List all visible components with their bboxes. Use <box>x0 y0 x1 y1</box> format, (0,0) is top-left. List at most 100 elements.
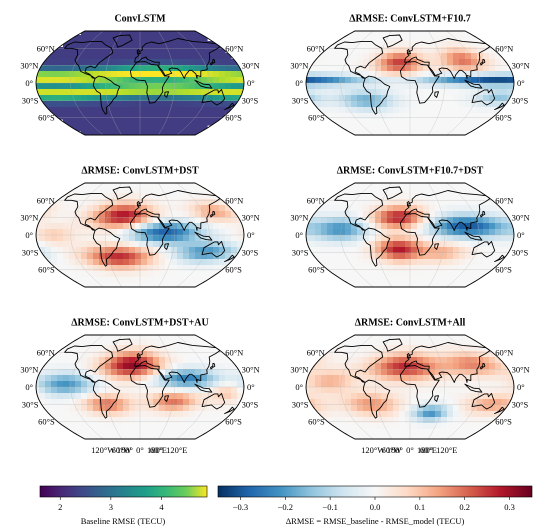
lat-label-right: 60°N <box>495 347 513 357</box>
lat-label-right: 60°S <box>495 113 512 123</box>
lon-label: 120°W <box>91 445 115 455</box>
coastline-australia <box>201 392 226 410</box>
lat-label-right: 30°S <box>242 399 259 409</box>
coastline-japan <box>480 210 486 218</box>
coastlines <box>64 34 235 115</box>
lat-label-right: 60°N <box>225 347 243 357</box>
coastline-new-zealand <box>224 406 235 415</box>
panel-delta-f107: ΔRMSE: ConvLSTM+F10.7 60°N 60°N 30°N 30°N 0°… <box>290 13 530 136</box>
robinson-map: 60°N 60°N30°N 30°N0° 0°30°S 30°S60°S 60°S <box>290 182 530 288</box>
map-outline <box>305 334 515 440</box>
lat-label-left: 0° <box>25 230 33 240</box>
coastline-uk <box>136 353 141 359</box>
lat-label-right: 30°S <box>512 95 529 105</box>
robinson-map: 60°N 60°N30°N 30°N0° 0°30°S 30°S60°S 60°S180°… <box>290 334 530 455</box>
coastline-uk <box>406 201 411 207</box>
coastline-madagascar <box>164 395 169 402</box>
robinson-map: 60°N 60°N30°N 30°N0° 0°30°S 30°S60°S 60°S <box>20 30 260 136</box>
coastline-madagascar <box>164 91 169 98</box>
map-outline <box>305 182 515 288</box>
lat-label-left: 60°N <box>307 347 325 357</box>
coastline-greenland <box>112 338 133 352</box>
colorbar-tick-label: 4 <box>159 502 164 512</box>
coastline-north-america <box>334 192 384 231</box>
coastline-australia <box>201 240 226 258</box>
lon-label: 0° <box>406 445 414 455</box>
lon-label: 180° <box>387 445 403 455</box>
lat-label-left: 0° <box>295 78 303 88</box>
lat-label-right: 30°S <box>242 247 259 257</box>
coastline-indonesia <box>194 231 213 241</box>
lon-label: 180° <box>417 445 433 455</box>
robinson-map: 60°N 60°N30°N 30°N0° 0°30°S 30°S60°S 60°S <box>290 30 530 136</box>
coastline-japan <box>210 362 216 370</box>
lat-label-left: 30°N <box>290 365 308 375</box>
lat-label-right: 60°S <box>495 265 512 275</box>
coastline-new-zealand <box>224 254 235 263</box>
coastline-australia <box>471 392 496 410</box>
colorbar-label: ΔRMSE = RMSE_baseline - RMSE_model (TECU… <box>286 516 465 526</box>
lat-label-right: 30°N <box>512 213 530 223</box>
colorbar-tick-label: 0.1 <box>415 502 426 512</box>
coastline-greenland <box>382 186 403 200</box>
panel-delta-dst: ΔRMSE: ConvLSTM+DST 60°N 60°N 30°N 30°N 0° 0°… <box>20 165 260 288</box>
coastline-south-america <box>92 227 121 267</box>
coastline-africa <box>399 61 440 104</box>
lat-label-left: 30°N <box>20 61 38 71</box>
coastline-north-america <box>64 344 114 383</box>
coastline-madagascar <box>164 243 169 250</box>
coastline-south-america <box>362 379 391 419</box>
coastline-indonesia <box>194 79 213 89</box>
lat-label-right: 30°N <box>242 213 260 223</box>
coastline-japan <box>210 210 216 218</box>
lat-label-right: 0° <box>247 230 255 240</box>
lat-label-left: 30°S <box>22 95 39 105</box>
coastline-australia <box>201 88 226 106</box>
lat-label-left: 60°S <box>38 113 55 123</box>
field-raster <box>306 335 514 439</box>
lat-label-right: 0° <box>517 382 525 392</box>
coastline-uk <box>136 201 141 207</box>
lat-label-left: 60°S <box>38 417 55 427</box>
coastline-greenland <box>112 34 133 48</box>
colorbar-ticks: 2 3 4 <box>58 497 164 512</box>
lat-label-right: 30°S <box>512 399 529 409</box>
colorbar-tick-label: −0.2 <box>278 502 293 512</box>
panel-title: ΔRMSE: ConvLSTM+F10.7 <box>349 13 470 24</box>
coastline-indonesia <box>464 383 483 393</box>
coastline-greenland <box>382 338 403 352</box>
lat-label-left: 60°S <box>308 113 325 123</box>
robinson-map: 60°N 60°N30°N 30°N0° 0°30°S 30°S60°S 60°S180°… <box>20 334 260 455</box>
coastline-australia <box>471 240 496 258</box>
lat-label-left: 30°S <box>292 95 309 105</box>
lat-label-left: 30°N <box>290 213 308 223</box>
lon-label: 60°W <box>382 445 402 455</box>
coastline-australia <box>471 88 496 106</box>
panel-delta-f107-dst: ΔRMSE: ConvLSTM+F10.7+DST 60°N 60°N 30°N 30… <box>290 165 530 288</box>
lon-label: 60°E <box>150 445 167 455</box>
lat-label-right: 30°N <box>512 365 530 375</box>
coastline-new-zealand <box>224 102 235 111</box>
lon-label: 0° <box>136 445 144 455</box>
lat-label-left: 60°N <box>37 43 55 53</box>
lat-label-left: 60°S <box>308 417 325 427</box>
lat-label-left: 0° <box>25 382 33 392</box>
colorbar-ticks: −0.3 −0.2 −0.1 0.0 0.1 0.2 0.3 <box>233 497 515 512</box>
panel-delta-all: ΔRMSE: ConvLSTM+All 60°N 60°N 30°N 30°N 0° 0°… <box>290 317 529 455</box>
colorbar-delta: −0.3 −0.2 −0.1 0.0 0.1 0.2 0.3 ΔRMSE = RMSE_ba… <box>217 485 533 526</box>
coastline-japan <box>480 58 486 66</box>
panel-baseline-rmse: ConvLSTM 60°N 60°N30°N 30°N0° 0°30°S 30°S60°… <box>20 13 260 136</box>
coastline-uk <box>136 49 141 55</box>
panel-title: ΔRMSE: ConvLSTM+F10.7+DST <box>337 165 484 176</box>
lat-label-right: 60°S <box>495 417 512 427</box>
coastline-indonesia <box>464 79 483 89</box>
lon-label: 60°W <box>112 445 132 455</box>
lon-label: 120°E <box>436 445 457 455</box>
panel-title: ΔRMSE: ConvLSTM+DST+AU <box>71 317 208 328</box>
colorbar-baseline: 2 3 4 Baseline RMSE (TECU) <box>39 485 208 526</box>
panel-title: ΔRMSE: ConvLSTM+All <box>355 317 466 328</box>
lat-label-right: 60°N <box>225 43 243 53</box>
lat-label-left: 60°S <box>38 265 55 275</box>
colorbar-gradient <box>217 485 533 498</box>
lat-label-right: 60°N <box>225 195 243 205</box>
